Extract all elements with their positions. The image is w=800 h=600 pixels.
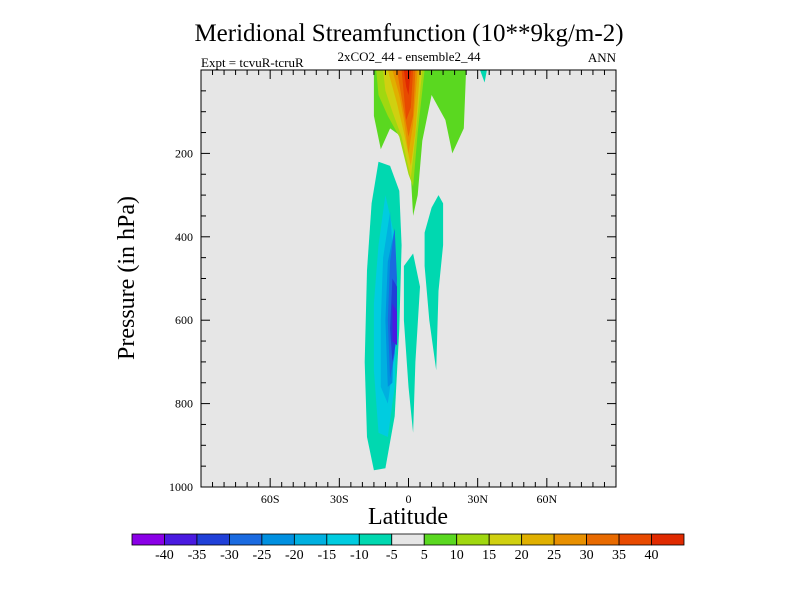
y-tick-label: 600: [175, 313, 193, 327]
x-tick-label: 30N: [467, 492, 488, 506]
colorbar-label: 15: [482, 548, 496, 563]
colorbar-label: -15: [317, 548, 336, 563]
x-tick-label: 60N: [536, 492, 557, 506]
colorbar-swatch: [618, 533, 652, 546]
colorbar-label: -10: [350, 548, 369, 563]
colorbar-label: 10: [450, 548, 464, 563]
y-tick-label: 1000: [169, 480, 193, 494]
colorbar-swatch: [423, 533, 458, 546]
colorbar-swatch: [196, 533, 230, 546]
subtitle-center: 2xCO2_44 - ensemble2_44: [338, 49, 481, 64]
y-axis-label: Pressure (in hPa): [114, 196, 140, 360]
colorbar-swatch: [293, 533, 328, 546]
colorbar-label: -40: [155, 548, 174, 563]
colorbar-swatch: [521, 533, 555, 546]
colorbar-label: -20: [285, 548, 304, 563]
colorbar-swatch: [131, 533, 165, 546]
contour-region-16: [401, 70, 414, 120]
colorbar-label: -30: [220, 548, 239, 563]
colorbar-swatch: [164, 533, 198, 546]
colorbar-swatch: [391, 533, 425, 546]
colorbar-label: 30: [580, 548, 594, 563]
contour-region-17: [403, 70, 411, 95]
colorbar-label: 25: [547, 548, 561, 563]
contour-region-8: [403, 253, 420, 433]
x-tick-label: 0: [406, 492, 412, 506]
subtitle-right: ANN: [588, 50, 617, 65]
colorbar: -40 -35 -30 -25 -20 -15 -10 -5 5 10 15 20 25 30 35 40: [131, 533, 685, 563]
colorbar-label: -5: [386, 548, 398, 563]
colorbar-swatch: [358, 533, 393, 546]
colorbar-swatch: [326, 533, 360, 546]
colorbar-label: -25: [253, 548, 272, 563]
colorbar-swatch: [586, 533, 620, 546]
colorbar-label: 35: [612, 548, 626, 563]
contour-region-9: [480, 70, 487, 83]
contour-region-6: [392, 303, 397, 346]
y-tick-label: 200: [175, 146, 193, 160]
tick-layer: 200 400 600 800 1000 60S 30S 0 30N 60N: [169, 70, 616, 506]
chart-title: Meridional Streamfunction (10**9kg/m-2): [194, 20, 623, 47]
colorbar-swatch: [456, 533, 490, 546]
colorbar-swatch: [229, 533, 263, 546]
colorbar-label: 40: [645, 548, 659, 563]
subtitle-left: Expt = tcvuR-tcruR: [201, 55, 304, 70]
colorbar-swatch: [261, 533, 295, 546]
x-tick-label: 30S: [330, 492, 349, 506]
plot-frame: [200, 69, 617, 488]
colorbar-swatch: [488, 533, 523, 546]
x-tick-label: 60S: [261, 492, 280, 506]
colorbar-label: -35: [188, 548, 207, 563]
contour-region-7: [424, 195, 444, 371]
contour-layer: [364, 70, 487, 471]
colorbar-label: 5: [421, 548, 428, 563]
y-tick-label: 400: [175, 230, 193, 244]
x-axis-label: Latitude: [368, 504, 448, 530]
y-tick-label: 800: [175, 397, 193, 411]
colorbar-swatch: [651, 533, 685, 546]
colorbar-label: 20: [515, 548, 529, 563]
colorbar-swatch: [553, 533, 587, 546]
